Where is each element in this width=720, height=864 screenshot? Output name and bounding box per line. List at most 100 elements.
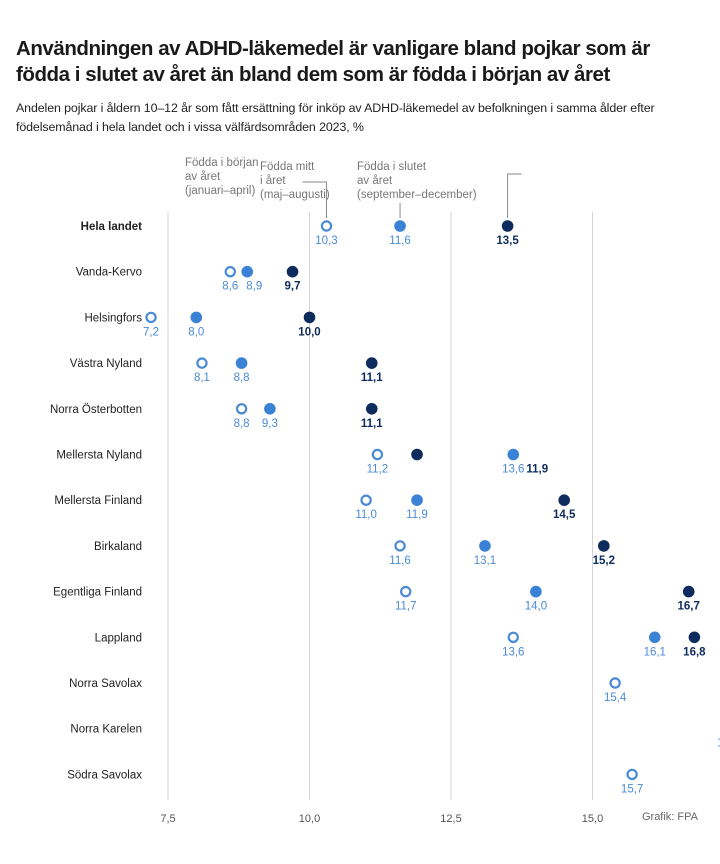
legend-label-2: i året bbox=[260, 175, 286, 187]
row-label: Norra Österbotten bbox=[50, 404, 142, 416]
row-label: Norra Savolax bbox=[69, 678, 142, 690]
value-label: 11,0 bbox=[355, 509, 377, 521]
legend-label-1: (januari–april) bbox=[185, 185, 255, 197]
value-label: 16,1 bbox=[644, 646, 666, 658]
value-label: 15,2 bbox=[593, 555, 615, 567]
value-label: 8,8 bbox=[234, 418, 250, 430]
row-6: Mellersta Nyland 11,2 13,6 11,9 bbox=[56, 448, 548, 476]
row-9: Egentliga Finland 11,7 14,0 16,7 bbox=[53, 585, 700, 613]
chart-title: Användningen av ADHD-läkemedel är vanlig… bbox=[16, 37, 650, 86]
x-axis-ticks: 7,510,012,515,017,520,022,5 % bbox=[160, 813, 603, 825]
legend-label-1: Födda i början bbox=[185, 157, 259, 169]
value-label: 10,3 bbox=[315, 235, 337, 247]
row-label: Södra Savolax bbox=[67, 769, 142, 781]
value-label: 15,4 bbox=[604, 692, 627, 704]
marker-late-filled bbox=[303, 311, 316, 324]
marker-middle-filled bbox=[530, 585, 542, 598]
marker-middle-filled bbox=[479, 540, 491, 552]
row-8: Birkaland 11,6 13,1 15,2 bbox=[94, 540, 615, 567]
value-label: 13,1 bbox=[474, 555, 496, 567]
value-label: 11,6 bbox=[389, 235, 411, 247]
value-label: 9,3 bbox=[262, 418, 278, 430]
marker-early-open bbox=[609, 677, 621, 689]
row-label: Västra Nyland bbox=[70, 358, 142, 370]
x-tick-label: 12,5 bbox=[440, 813, 461, 825]
marker-middle-filled bbox=[235, 357, 248, 369]
value-label: 13,6 bbox=[502, 464, 524, 476]
legend-label-2: (maj–augusti) bbox=[260, 189, 330, 201]
grid-lines bbox=[167, 212, 593, 800]
value-label: 17,4 bbox=[717, 738, 720, 750]
marker-middle-filled bbox=[241, 265, 254, 278]
row-2: Vanda-Kervo 8,6 8,9 9,7 bbox=[76, 265, 301, 293]
value-label: 11,6 bbox=[389, 555, 411, 567]
row-label: Helsingfors bbox=[84, 312, 142, 324]
marker-early-open bbox=[400, 585, 412, 598]
value-label: 16,8 bbox=[683, 646, 706, 658]
value-label: 11,1 bbox=[361, 372, 383, 384]
marker-early-open bbox=[360, 494, 372, 506]
marker-middle-filled bbox=[648, 631, 661, 644]
legend-label-3: (september–december) bbox=[357, 189, 477, 201]
value-label: 11,9 bbox=[526, 464, 548, 476]
value-label: 16,7 bbox=[678, 601, 700, 613]
value-label: 13,6 bbox=[502, 646, 524, 658]
x-tick-label: 15,0 bbox=[582, 813, 603, 825]
marker-late-filled bbox=[501, 220, 514, 232]
value-label: 8,1 bbox=[194, 372, 210, 384]
row-label: Lappland bbox=[95, 632, 142, 644]
value-label: 11,2 bbox=[367, 464, 389, 476]
value-label: 13,5 bbox=[496, 235, 519, 247]
row-label: Birkaland bbox=[94, 541, 142, 553]
marker-early-open bbox=[507, 631, 519, 644]
row-label: Hela landet bbox=[81, 221, 143, 233]
legend-label-3: av året bbox=[357, 175, 393, 187]
value-label: 7,2 bbox=[143, 326, 159, 338]
chart-subtitle: Andelen pojkar i åldern 10–12 år som fåt… bbox=[16, 101, 655, 134]
legend-connector-3 bbox=[507, 173, 522, 218]
marker-early-open bbox=[224, 266, 236, 278]
marker-late-filled bbox=[558, 494, 570, 507]
marker-middle-filled bbox=[507, 448, 520, 461]
value-label: 14,0 bbox=[525, 601, 547, 613]
marker-early-open bbox=[320, 220, 333, 232]
legend-connector-1 bbox=[302, 181, 327, 218]
marker-early-open bbox=[626, 768, 638, 781]
row-4: Västra Nyland 8,1 8,8 11,1 bbox=[70, 357, 383, 384]
marker-late-filled bbox=[598, 540, 610, 552]
row-label: Vanda-Kervo bbox=[76, 267, 142, 279]
value-label: 8,6 bbox=[222, 281, 238, 293]
value-label: 14,5 bbox=[553, 509, 576, 521]
legend: Födda i början av året (januari–april) Född… bbox=[185, 157, 522, 218]
marker-middle-filled bbox=[264, 403, 276, 415]
marker-late-filled bbox=[365, 357, 378, 369]
row-12: Norra Karelen17,418,221,5 bbox=[70, 724, 720, 750]
marker-late-filled bbox=[682, 585, 695, 598]
marker-middle-filled bbox=[411, 494, 423, 507]
row-label: Mellersta Nyland bbox=[56, 450, 142, 462]
x-tick-label: 7,5 bbox=[160, 813, 175, 825]
legend-label-1: av året bbox=[185, 171, 221, 183]
row-1: Hela landet 10,3 11,6 13,5 bbox=[81, 220, 519, 247]
value-label: 11,7 bbox=[395, 601, 417, 613]
value-label: 8,9 bbox=[246, 281, 262, 293]
marker-middle-filled bbox=[190, 311, 203, 324]
marker-late-filled bbox=[365, 403, 378, 415]
marker-early-open bbox=[394, 540, 406, 552]
row-7: Mellersta Finland 11,0 11,9 14,5 bbox=[54, 494, 576, 521]
value-label: 8,0 bbox=[188, 326, 204, 338]
value-label: 15,7 bbox=[621, 783, 643, 795]
row-label: Norra Karelen bbox=[70, 724, 142, 736]
marker-late-filled bbox=[411, 448, 423, 461]
value-label: 8,8 bbox=[234, 372, 250, 384]
value-label: 11,1 bbox=[361, 418, 383, 430]
marker-late-filled bbox=[688, 631, 701, 644]
row-10: Lappland 13,6 16,1 16,8 bbox=[95, 631, 706, 658]
value-label: 11,9 bbox=[406, 509, 428, 521]
row-label: Mellersta Finland bbox=[54, 495, 142, 507]
marker-early-open bbox=[371, 448, 384, 461]
marker-early-open bbox=[235, 403, 248, 415]
